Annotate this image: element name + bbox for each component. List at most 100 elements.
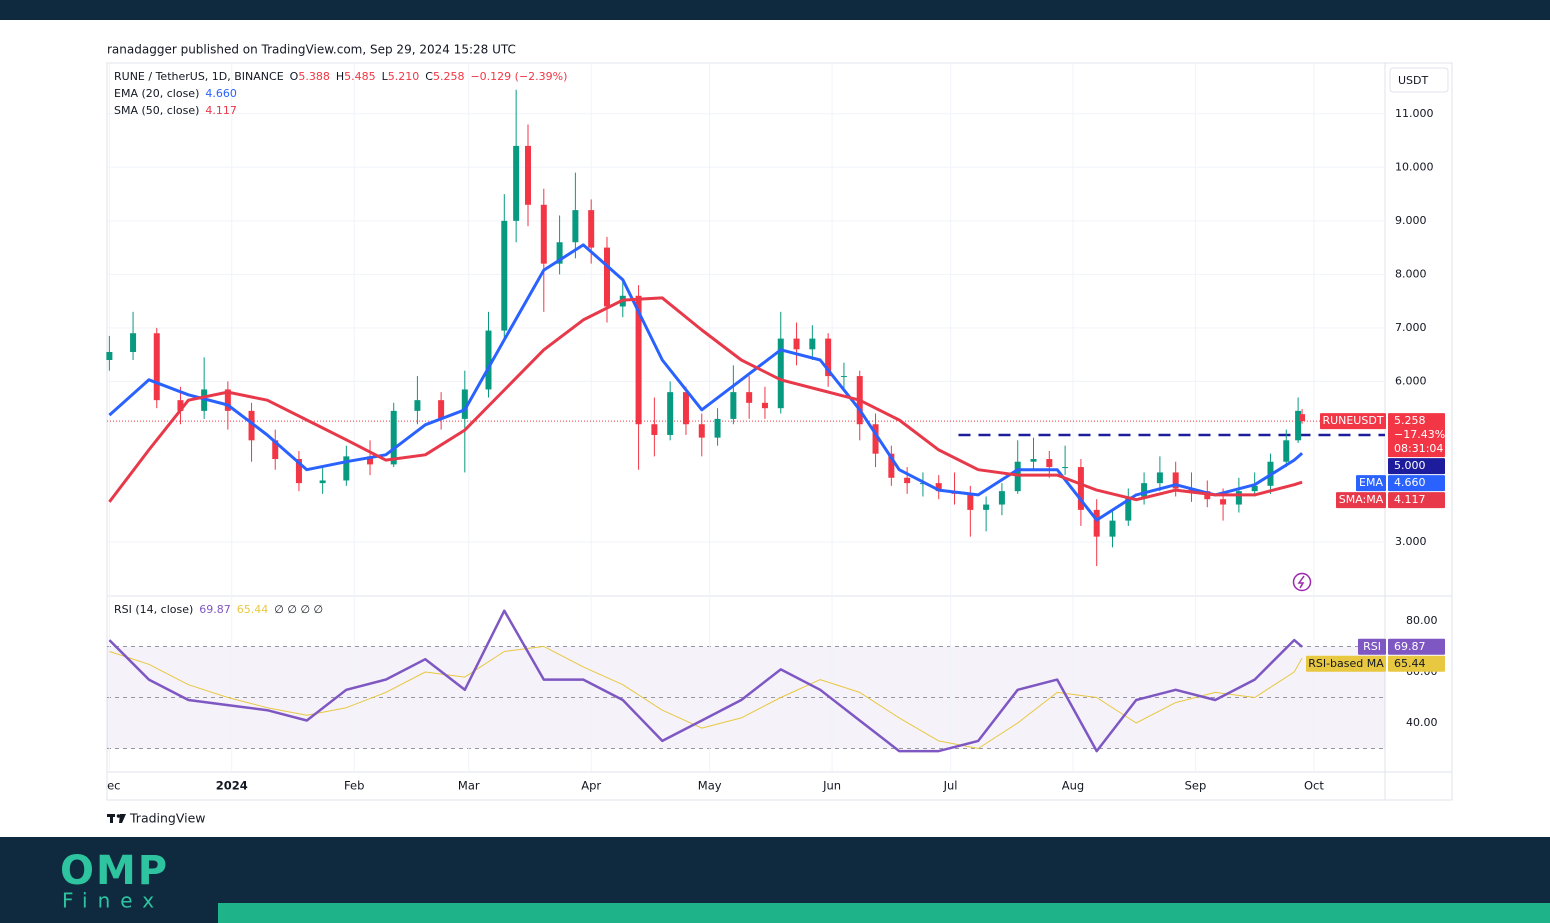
candle-body <box>414 400 421 411</box>
price-tag-label: 5.000 <box>1394 459 1426 472</box>
byline: ranadagger published on TradingView.com,… <box>107 43 516 57</box>
candle-body <box>524 145 531 205</box>
name-tag-label: RSI-based MA <box>1308 657 1384 670</box>
candle-body <box>746 392 753 403</box>
legend-item: 5.485 <box>344 70 376 83</box>
chart-frame <box>106 62 1453 801</box>
y-tick-label: 11.000 <box>1395 107 1434 120</box>
candle-body <box>1299 414 1306 422</box>
candle-body <box>513 145 520 221</box>
legend-item: O <box>290 70 299 83</box>
name-tag-label: RUNEUSDT <box>1322 414 1383 427</box>
legend-item: EMA (20, close) <box>114 87 199 100</box>
candle-body <box>248 410 255 441</box>
candle-body <box>603 247 610 307</box>
legend-item: 5.210 <box>388 70 420 83</box>
name-tag-label: SMA:MA <box>1339 493 1384 506</box>
candle-body <box>935 483 942 492</box>
name-tag <box>1336 492 1386 509</box>
candle-body <box>540 204 547 264</box>
candle-body <box>438 400 445 419</box>
candle-body <box>983 504 990 510</box>
candle-body <box>1046 459 1053 468</box>
name-tag <box>1320 413 1386 430</box>
x-tick-label: Jul <box>943 779 958 793</box>
candle-body <box>793 338 800 350</box>
candle-body <box>1156 472 1163 484</box>
name-tag-label: EMA <box>1359 476 1383 489</box>
candle-body <box>106 351 113 361</box>
candle-body <box>1030 459 1037 462</box>
candle-body <box>840 376 847 378</box>
candle-body <box>651 424 658 435</box>
events-icon-bolt <box>1297 575 1305 589</box>
legend-item: 5.258 <box>433 70 465 83</box>
tradingview-icon <box>107 814 126 823</box>
candle-body <box>390 410 397 465</box>
candle-body <box>1062 467 1069 469</box>
candle-body <box>1283 440 1290 462</box>
bottom-strip <box>218 903 1550 923</box>
top-bar <box>0 0 1550 20</box>
price-tag <box>1388 492 1445 509</box>
x-tick-label: May <box>698 779 722 793</box>
x-tick-label: Aug <box>1062 779 1084 793</box>
x-tick-label: Dec <box>98 779 120 793</box>
price-tag <box>1388 655 1445 672</box>
legend-item: 4.117 <box>205 104 237 117</box>
candle-body <box>635 295 642 425</box>
candle-body <box>1295 410 1302 441</box>
candle-body <box>825 338 832 377</box>
legend-item: ∅ ∅ ∅ ∅ <box>274 603 323 616</box>
x-tick-label: Feb <box>344 779 364 793</box>
legend: RUNE / TetherUS, 1D, BINANCE O5.388 H5.485… <box>114 70 567 83</box>
candle-body <box>130 333 137 352</box>
y-tick-label: 9.000 <box>1395 214 1427 227</box>
price-tag <box>1388 413 1445 458</box>
legend-item: 69.87 <box>199 603 231 616</box>
candle-body <box>556 242 563 264</box>
x-tick-label: Mar <box>458 779 480 793</box>
events-icon[interactable] <box>1292 572 1312 592</box>
candle-body <box>904 477 911 484</box>
candle-body <box>730 392 737 419</box>
candle-body <box>1125 496 1132 521</box>
candle-body <box>367 456 374 465</box>
y-tick-label: 10.000 <box>1395 160 1434 173</box>
price-tag-label: 08:31:04 <box>1394 442 1443 455</box>
candle-body <box>682 392 689 425</box>
candle-body <box>714 418 721 438</box>
candle-body <box>588 210 595 248</box>
legend: RSI (14, close) 69.87 65.44 ∅ ∅ ∅ ∅ <box>114 603 323 616</box>
legend-item: SMA (50, close) <box>114 104 199 117</box>
legend-item: C <box>425 70 433 83</box>
name-tag-label: RSI <box>1363 640 1381 653</box>
candle-body <box>461 389 468 419</box>
candle-body <box>888 453 895 478</box>
price-tag-label: 5.258 <box>1394 414 1426 427</box>
price-tag <box>1388 458 1445 475</box>
legend-item: −0.129 (−2.39%) <box>470 70 567 83</box>
candle-body <box>572 210 579 243</box>
y-tick-label: 7.000 <box>1395 321 1427 334</box>
candle-body <box>1077 467 1084 510</box>
legend-item: RSI (14, close) <box>114 603 193 616</box>
candle-body <box>224 389 231 411</box>
legend-item: 5.388 <box>298 70 330 83</box>
x-tick-label: Apr <box>581 779 601 793</box>
legend-item: L <box>382 70 389 83</box>
price-tag-label: −17.43% <box>1394 428 1445 441</box>
name-tag <box>1358 638 1386 655</box>
candle-body <box>998 491 1005 505</box>
legend-item: H <box>336 70 344 83</box>
rsi-tick-label: 40.00 <box>1406 716 1438 729</box>
candle-body <box>777 338 784 409</box>
legend: EMA (20, close) 4.660 <box>114 87 237 100</box>
candle-body <box>485 330 492 390</box>
legend-item: RUNE / TetherUS, 1D, BINANCE <box>114 70 284 83</box>
currency-button[interactable] <box>1389 67 1449 93</box>
price-tag-label: 4.660 <box>1394 476 1426 489</box>
y-tick-label: 3.000 <box>1395 535 1427 548</box>
